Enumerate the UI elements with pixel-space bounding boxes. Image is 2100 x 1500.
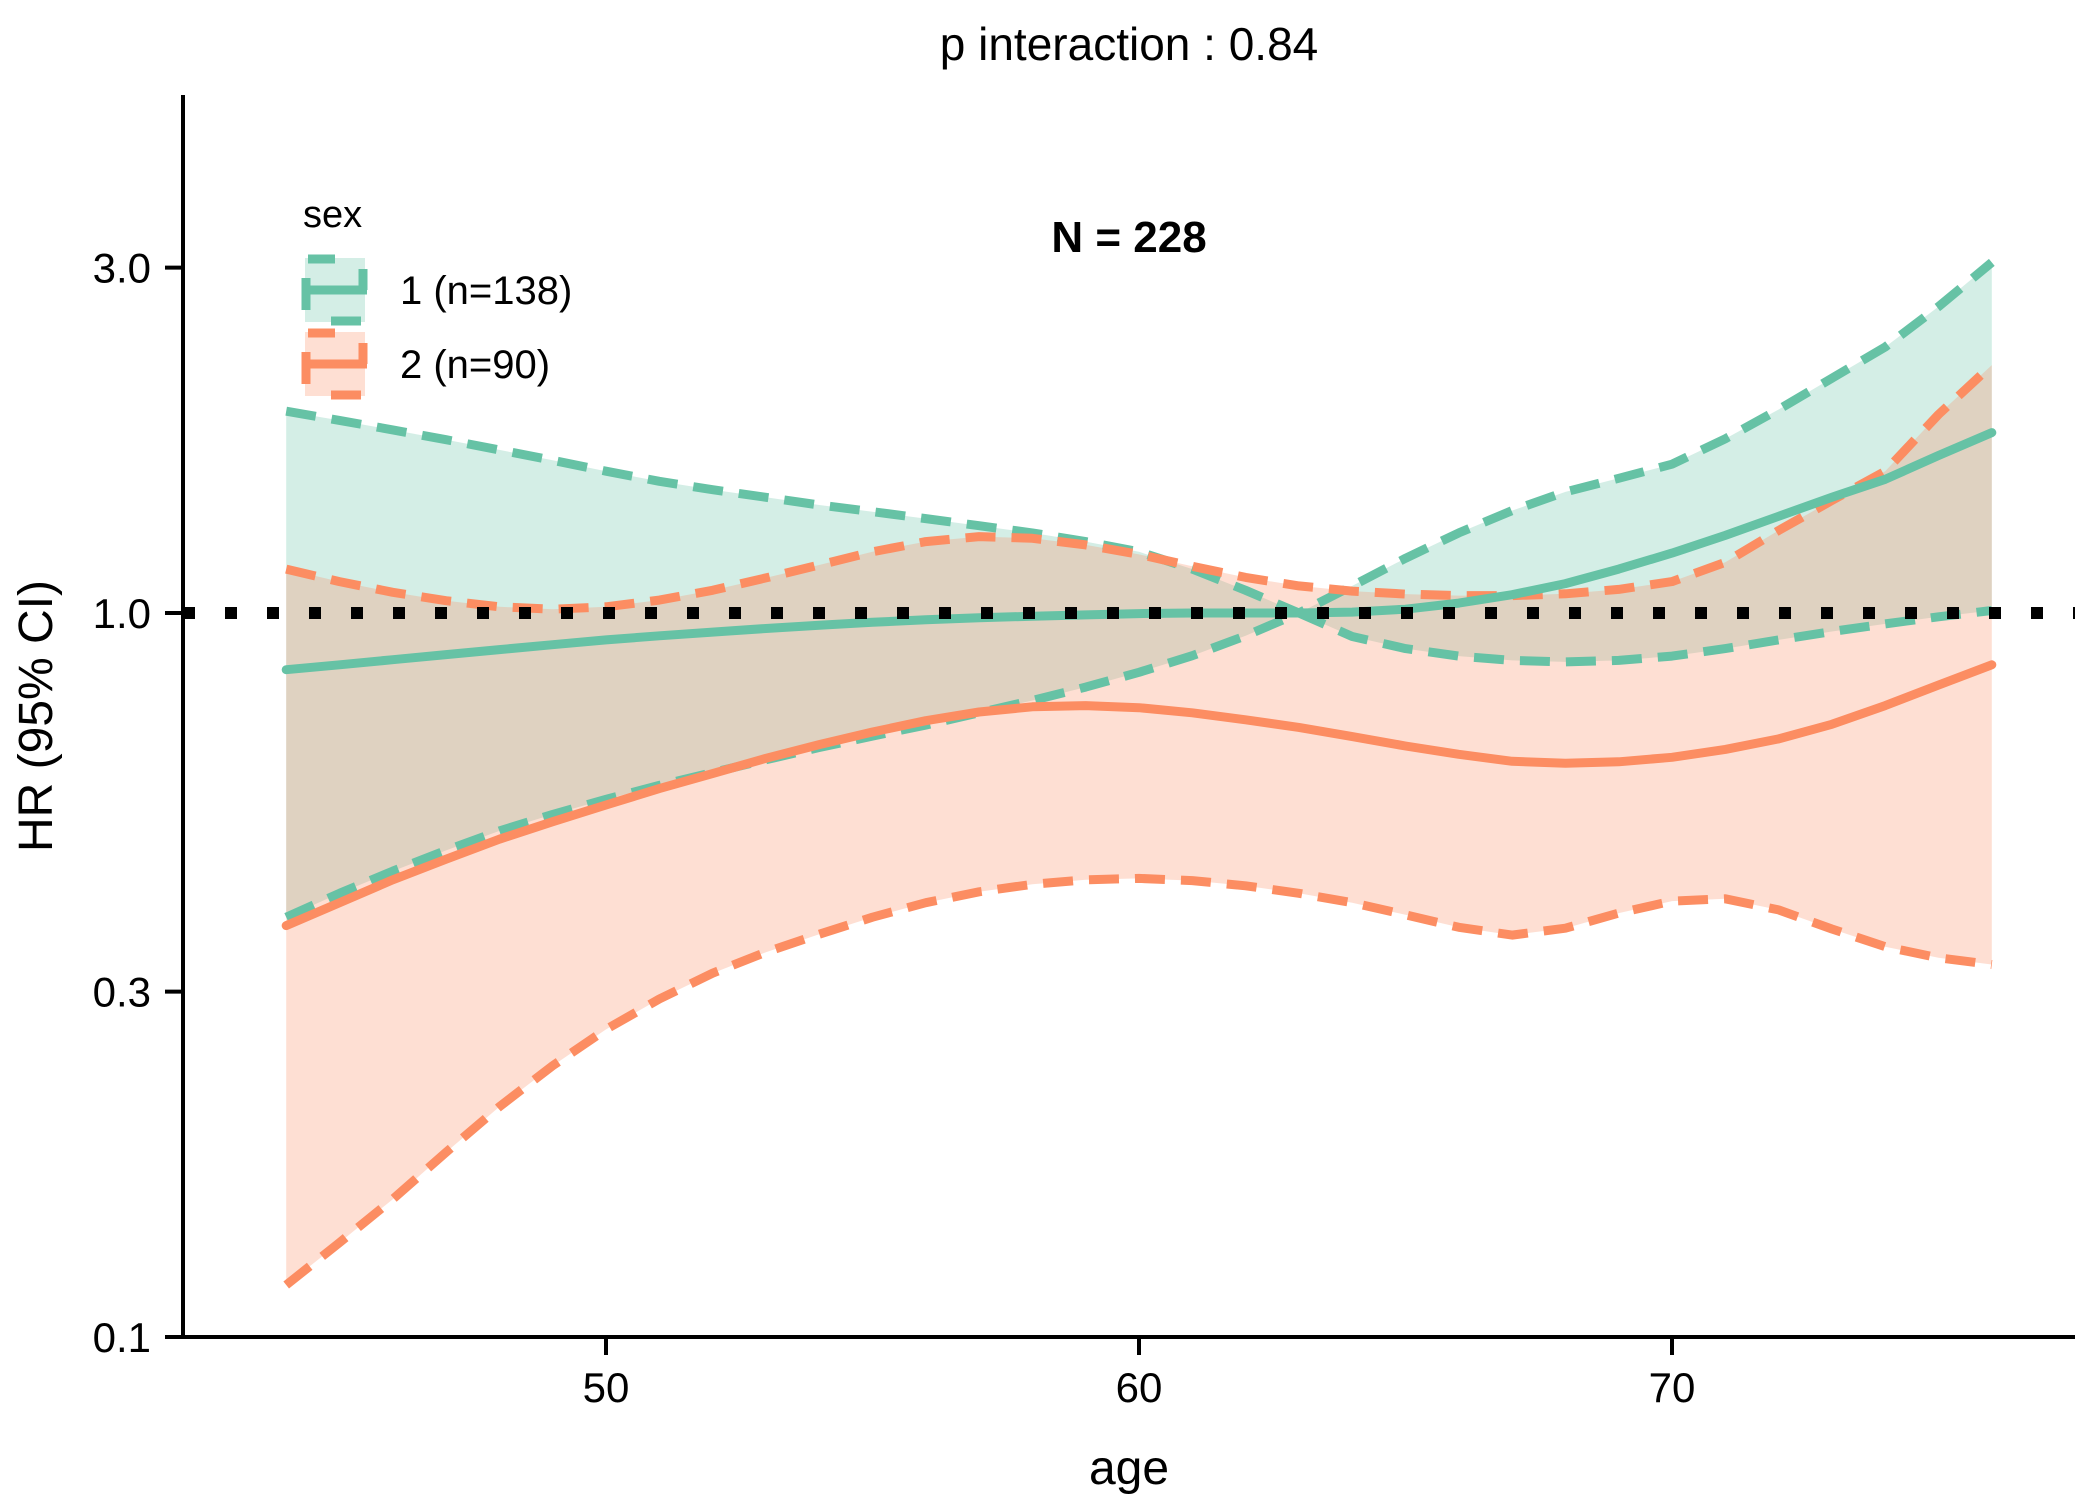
sex2-fit-line	[281, 660, 1997, 931]
y-tick-label: 1.0	[93, 590, 151, 637]
sex1-lower-ci-line	[284, 606, 1993, 922]
y-axis: 3.0 1.0 0.3 0.1	[93, 95, 185, 1361]
x-tick-label: 70	[1649, 1364, 1696, 1411]
legend-key-2	[301, 328, 368, 400]
sex1-upper-ci-line	[285, 258, 1995, 618]
fit-line-layer	[281, 428, 1997, 931]
y-tick-label: 3.0	[93, 245, 151, 292]
legend-title: sex	[303, 194, 362, 236]
plot-title: p interaction : 0.84	[940, 18, 1318, 70]
x-tick-label: 50	[583, 1364, 630, 1411]
legend-keys	[301, 254, 368, 400]
legend-key-1	[301, 254, 368, 326]
sex1-fit-line	[281, 428, 1997, 675]
y-tick-label: 0.3	[93, 969, 151, 1016]
sex2-lower-ci-line	[283, 873, 1993, 1289]
x-axis-ticks: 50 60 70	[583, 1337, 1696, 1411]
ci-ribbon-layer	[286, 262, 1992, 1286]
legend: sex 1 (n=138) 2 (n=90)	[301, 194, 572, 400]
y-axis-label: HR (95% CI)	[10, 580, 63, 852]
sex1-ci-ribbon	[286, 262, 1992, 918]
sample-size-annotation: N = 228	[1051, 213, 1206, 262]
legend-label-sex2: 2 (n=90)	[400, 343, 550, 387]
x-axis: 50 60 70	[183, 1335, 2075, 1411]
x-tick-label: 60	[1116, 1364, 1163, 1411]
legend-label-sex1: 1 (n=138)	[400, 269, 572, 313]
x-axis-label: age	[1089, 1442, 1169, 1495]
y-tick-label: 0.1	[93, 1314, 151, 1361]
y-axis-ticks: 3.0 1.0 0.3 0.1	[93, 245, 183, 1361]
